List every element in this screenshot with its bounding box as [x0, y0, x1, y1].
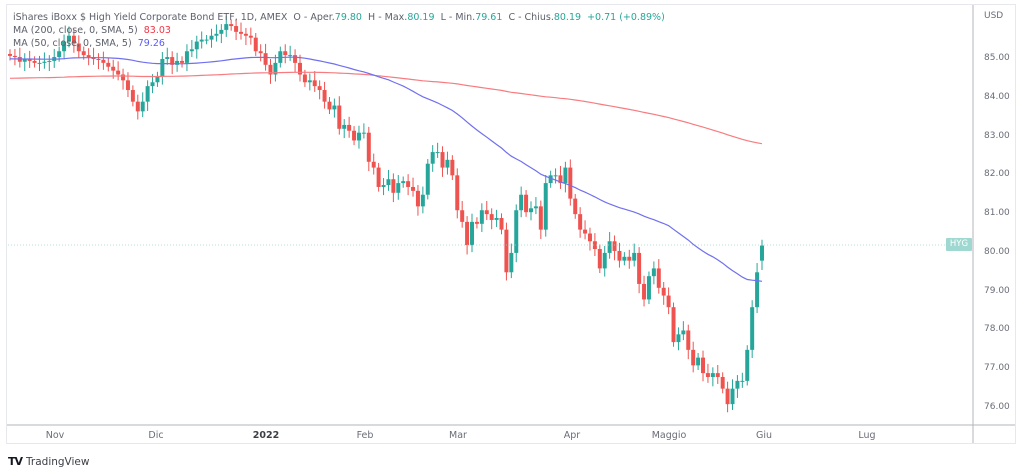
open-label: O - Aper.: [293, 12, 335, 23]
low-value: 79.61: [475, 12, 503, 23]
time-tick: Lug: [858, 430, 876, 441]
price-tick: 79.00: [984, 285, 1010, 296]
price-tick: 78.00: [984, 324, 1010, 335]
time-tick: Giu: [755, 430, 773, 441]
chart-frame: [6, 4, 1016, 444]
time-tick: Feb: [356, 430, 374, 441]
price-tick: 83.00: [984, 130, 1010, 141]
close-label: C - Chius.: [508, 12, 554, 23]
price-tick: 77.00: [984, 363, 1010, 374]
symbol-title: iShares iBoxx $ High Yield Corporate Bon…: [13, 12, 288, 23]
close-value: 80.19: [553, 12, 582, 23]
ma200-value: 83.03: [143, 25, 171, 36]
time-tick: Apr: [563, 430, 581, 441]
change-value: +0.71 (+0.89%): [587, 12, 665, 23]
candlestick-series: [8, 15, 764, 413]
tradingview-logo-icon: TV: [8, 455, 23, 468]
high-label: H - Max.: [368, 12, 408, 23]
last-price-badge: HYG: [946, 238, 972, 251]
price-tick: 81.00: [984, 208, 1010, 219]
price-tick: 85.00: [984, 53, 1010, 63]
ma200-line: [9, 71, 763, 145]
ma200-legend[interactable]: MA (200, close, 0, SMA, 5) 83.03: [13, 25, 171, 37]
high-value: 80.19: [407, 12, 435, 23]
time-tick: Maggio: [651, 430, 687, 441]
time-tick: Mar: [449, 430, 467, 441]
price-tick: 82.00: [984, 169, 1010, 180]
ma50-legend[interactable]: MA (50, close, 0, SMA, 5) 79.26: [13, 38, 165, 50]
time-tick: Dic: [148, 430, 164, 441]
open-value: 79.80: [334, 12, 362, 23]
ma50-line: [10, 56, 763, 282]
time-tick: 2022: [252, 430, 280, 441]
time-tick: Nov: [45, 430, 65, 441]
ma200-label: MA (200, close, 0, SMA, 5): [13, 25, 138, 36]
ma50-value: 79.26: [137, 38, 165, 49]
price-tick: 80.00: [984, 246, 1010, 257]
price-tick: 76.00: [984, 402, 1010, 413]
ma50-label: MA (50, close, 0, SMA, 5): [13, 38, 132, 49]
price-tick: 84.00: [984, 91, 1010, 102]
symbol-legend[interactable]: iShares iBoxx $ High Yield Corporate Bon…: [13, 12, 665, 24]
currency-label: USD: [984, 11, 1004, 21]
low-label: L - Min.: [440, 12, 476, 23]
brand-name: TradingView: [26, 455, 90, 468]
tradingview-branding[interactable]: TV TradingView: [8, 455, 89, 468]
